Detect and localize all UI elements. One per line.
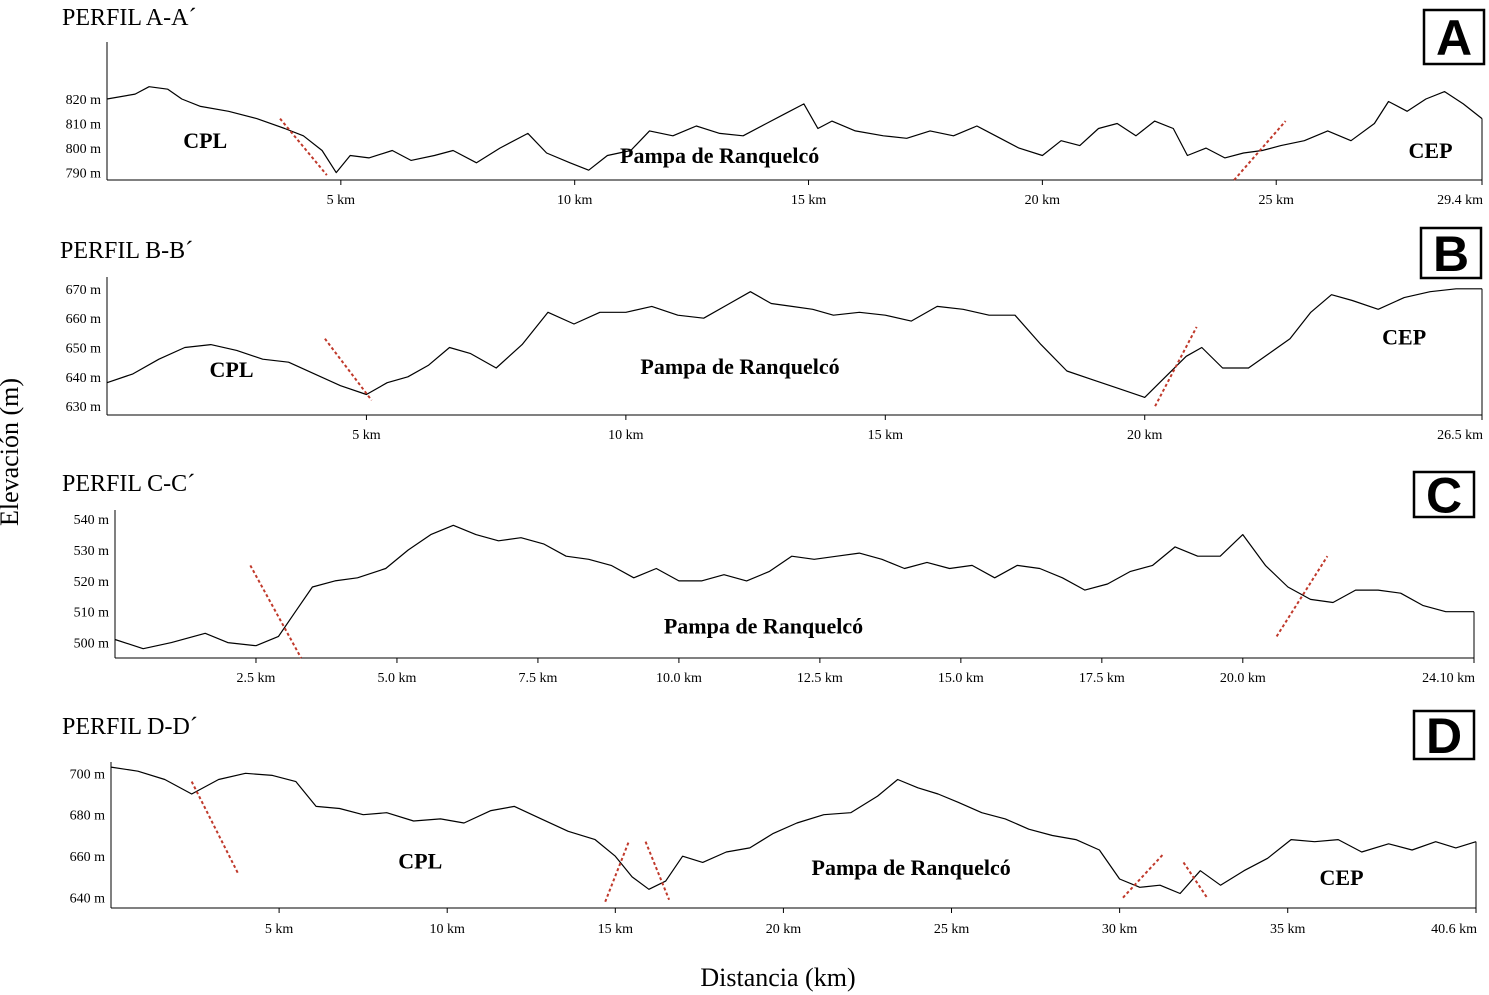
profile-panel-a: PERFIL A-A´ A 790 m 800 m 810 m 820 m 5 km 10 k… (62, 5, 1486, 208)
profile-panel-c: PERFIL C-C´ C 500 m 510 m 520 m 530 m 540 m 2.5… (62, 468, 1476, 686)
unit-label: CPL (210, 357, 254, 382)
x-tick-label: 35 km (1270, 922, 1306, 937)
y-tick-label: 660 m (70, 850, 106, 865)
x-tick-label: 10 km (608, 428, 644, 443)
badge-letter: C (1426, 468, 1462, 524)
badge-box (1412, 709, 1476, 761)
panel-badge: A (1422, 8, 1486, 66)
y-tick-label: 630 m (66, 400, 102, 415)
x-tick-label: 20 km (766, 922, 802, 937)
panel-title: PERFIL B-B´ (60, 238, 193, 264)
x-tick-label: 15 km (868, 428, 904, 443)
elevation-profile-line (114, 524, 1474, 650)
x-tick-label: 5.0 km (378, 671, 417, 686)
x-tick-label: 10.0 km (656, 671, 702, 686)
x-tick-label: 24.10 km (1422, 671, 1475, 686)
elevation-profile-line (106, 86, 1483, 174)
elevation-profile-line (106, 288, 1482, 398)
unit-boundary-line (1182, 861, 1208, 899)
y-tick-label: 790 m (66, 167, 102, 182)
x-tick-label: 5 km (265, 922, 294, 937)
panel-badge: D (1412, 708, 1476, 764)
y-tick-label: 670 m (66, 283, 102, 298)
y-tick-label: 660 m (66, 312, 102, 327)
panel-title: PERFIL D-D´ (62, 714, 198, 740)
x-tick-label: 2.5 km (237, 671, 276, 686)
y-tick-label: 530 m (74, 544, 110, 559)
panel-title: PERFIL A-A´ (62, 5, 196, 31)
panel-badge: C (1412, 468, 1476, 524)
x-tick-label: 20 km (1127, 428, 1163, 443)
x-tick-label: 29.4 km (1437, 193, 1483, 208)
y-tick-label: 650 m (66, 342, 102, 357)
y-tick-label: 680 m (70, 809, 106, 824)
x-tick-label: 20 km (1025, 193, 1061, 208)
x-tick-label: 26.5 km (1437, 428, 1483, 443)
unit-boundary-line (1154, 326, 1198, 407)
x-tick-label: 25 km (1259, 193, 1295, 208)
y-tick-label: 820 m (66, 93, 102, 108)
profile-panel-d: PERFIL D-D´ D 640 m 660 m 680 m 700 m 5 km 10 k… (62, 708, 1477, 937)
x-tick-label: 20.0 km (1220, 671, 1266, 686)
unit-boundary-line (279, 117, 328, 176)
y-tick-label: 500 m (74, 637, 110, 652)
y-tick-label: 810 m (66, 118, 102, 133)
panel-title: PERFIL C-C´ (62, 471, 195, 497)
y-tick-label: 700 m (70, 767, 106, 782)
y-tick-label: 800 m (66, 142, 102, 157)
y-tick-label: 540 m (74, 513, 110, 528)
unit-label: Pampa de Ranquelcó (812, 855, 1011, 880)
elevation-profile-line (110, 766, 1477, 895)
unit-boundary-line (190, 781, 240, 876)
badge-box (1422, 8, 1486, 66)
x-tick-label: 25 km (934, 922, 970, 937)
x-tick-label: 5 km (327, 193, 356, 208)
profile-panels: PERFIL A-A´ A 790 m 800 m 810 m 820 m 5 km 10 k… (60, 5, 1486, 937)
badge-letter: A (1436, 10, 1472, 66)
x-tick-label: 15.0 km (938, 671, 984, 686)
unit-boundary-line (644, 841, 671, 901)
y-tick-label: 640 m (70, 892, 106, 907)
unit-label: Pampa de Ranquelcó (664, 613, 863, 638)
unit-boundary-line (1122, 853, 1165, 899)
unit-boundary-line (249, 564, 302, 659)
x-tick-label: 12.5 km (797, 671, 843, 686)
unit-label: Pampa de Ranquelcó (640, 354, 839, 379)
x-tick-label: 15 km (791, 193, 827, 208)
unit-label: Pampa de Ranquelcó (620, 143, 819, 168)
y-tick-label: 520 m (74, 575, 110, 590)
unit-label: CPL (398, 849, 442, 874)
unit-label: CPL (183, 128, 227, 153)
unit-boundary-line (324, 338, 373, 401)
y-axis-label: Elevación (m) (0, 378, 24, 526)
x-tick-label: 30 km (1102, 922, 1138, 937)
badge-letter: B (1433, 226, 1469, 282)
x-tick-label: 10 km (430, 922, 466, 937)
panel-badge: B (1419, 226, 1483, 282)
x-tick-label: 7.5 km (518, 671, 557, 686)
unit-boundary-line (1233, 120, 1287, 181)
x-tick-label: 15 km (598, 922, 634, 937)
badge-box (1419, 226, 1483, 280)
profile-panel-b: PERFIL B-B´ B 630 m 640 m 650 m 660 m 670 m 5 k… (60, 226, 1483, 443)
unit-boundary-line (1275, 555, 1329, 637)
unit-label: CEP (1409, 138, 1453, 163)
y-tick-label: 510 m (74, 606, 110, 621)
unit-label: CEP (1382, 325, 1426, 350)
x-tick-label: 10 km (557, 193, 593, 208)
x-tick-label: 17.5 km (1079, 671, 1125, 686)
badge-letter: D (1426, 708, 1462, 764)
y-tick-label: 640 m (66, 371, 102, 386)
x-tick-label: 40.6 km (1431, 922, 1477, 937)
x-tick-label: 5 km (352, 428, 381, 443)
x-axis-label: Distancia (km) (700, 963, 855, 992)
unit-label: CEP (1320, 865, 1364, 890)
badge-box (1412, 470, 1476, 519)
